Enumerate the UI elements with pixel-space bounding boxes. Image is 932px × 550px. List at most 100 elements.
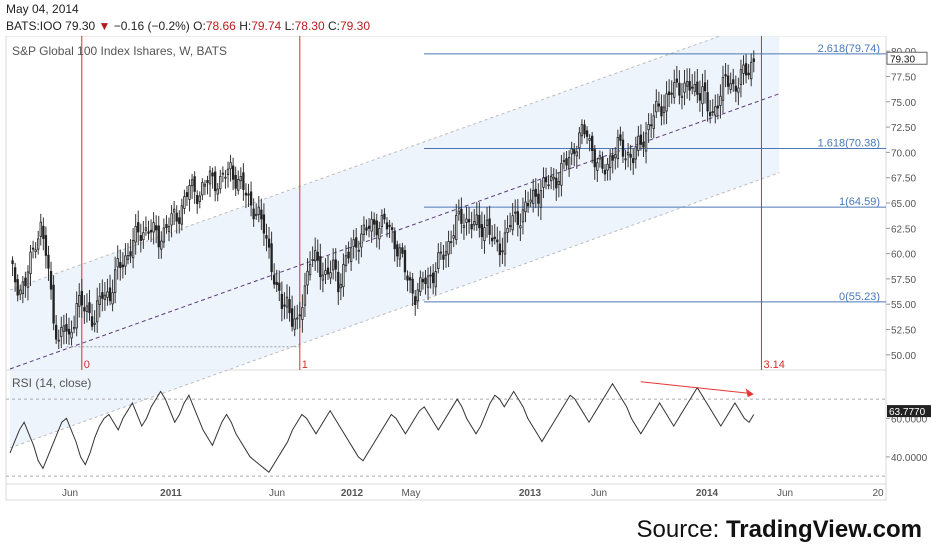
candle-body: [321, 274, 325, 281]
candle-body: [611, 154, 614, 161]
candle-body: [478, 214, 481, 229]
low-label: L:: [284, 19, 295, 33]
low-value: 78.30: [294, 19, 325, 33]
candle-body: [673, 82, 676, 98]
candle-body: [737, 87, 740, 93]
candle-body: [306, 270, 309, 286]
candle-body: [493, 236, 496, 240]
rsi-line: [9, 382, 755, 474]
candle-body: [316, 251, 319, 261]
candle-body: [414, 296, 417, 305]
candle-body: [39, 221, 42, 237]
candle-body: [365, 227, 368, 231]
candle-body: [278, 282, 281, 291]
candle-body: [570, 148, 573, 155]
candle-body: [234, 174, 237, 189]
time-tick-label: 2014: [696, 488, 719, 499]
candle-body: [198, 195, 201, 202]
candle-body: [742, 64, 745, 74]
candle-body: [457, 210, 460, 215]
candle-body: [188, 185, 191, 200]
candle-body: [726, 75, 730, 87]
candle-body: [662, 106, 666, 113]
candle-body: [144, 227, 148, 231]
candle-body: [588, 138, 591, 141]
candle-body: [129, 251, 132, 257]
candle-body: [401, 247, 404, 254]
candle-body: [650, 124, 653, 127]
last-price-label: 79.30: [890, 54, 915, 65]
time-axis-strip: [5, 483, 887, 501]
candle-body: [62, 325, 66, 332]
price-tick-label: 50.00: [891, 351, 916, 362]
candle-body: [393, 231, 396, 250]
price-chart[interactable]: 2.618(79.74) 1.618(70.38) 1(64.59) 0(55.23)…: [0, 36, 932, 506]
candle-body: [206, 180, 209, 184]
candle-body: [411, 278, 414, 294]
candle-body: [211, 172, 214, 177]
candle-body: [437, 252, 440, 269]
price-tick-label: 65.00: [891, 199, 916, 210]
candle-body: [337, 271, 340, 293]
open-label: O:: [193, 19, 206, 33]
candle-body: [90, 316, 94, 327]
price-tick-label: 62.50: [891, 224, 916, 235]
candle-body: [257, 206, 260, 215]
candle-body: [573, 149, 576, 154]
candle-body: [734, 85, 737, 92]
candle-body: [680, 95, 684, 98]
candle-body: [142, 232, 145, 241]
candle-body: [219, 175, 222, 190]
price-tick-label: 55.00: [891, 300, 916, 311]
candle-body: [396, 244, 399, 257]
candle-body: [290, 308, 294, 327]
cycle-label: 1: [302, 359, 308, 371]
divergence-arrow-icon: [745, 388, 754, 398]
candle-body: [711, 111, 714, 113]
open-value: 78.66: [205, 19, 236, 33]
rsi-last-tag: [887, 405, 931, 418]
candle-body: [183, 196, 186, 209]
candle-body: [367, 225, 371, 229]
candle-body: [78, 295, 81, 307]
price-tick-label: 57.50: [891, 275, 916, 286]
candle-body: [98, 295, 101, 305]
candle-body: [747, 72, 750, 76]
candle-body: [344, 255, 348, 267]
candle-body: [729, 83, 732, 90]
candle-body: [716, 105, 720, 109]
candle-body: [339, 284, 343, 289]
candle-body: [460, 208, 463, 224]
candle-body: [201, 182, 204, 196]
candle-body: [614, 154, 617, 159]
candle-body: [373, 219, 376, 225]
candle-body: [196, 195, 199, 204]
candle-body: [285, 296, 289, 308]
candle-body: [503, 232, 507, 255]
candle-body: [639, 134, 643, 145]
candle-body: [308, 263, 312, 276]
time-tick-label: May: [402, 488, 421, 499]
candle-body: [162, 227, 166, 243]
candle-body: [444, 251, 448, 256]
candle-body: [708, 112, 712, 117]
candle-body: [34, 249, 37, 253]
candle-body: [24, 277, 27, 287]
candle-body: [691, 86, 694, 89]
candle-body: [403, 250, 407, 273]
candle-body: [190, 179, 194, 187]
candle-body: [226, 168, 230, 175]
candle-body: [185, 192, 189, 197]
candle-body: [116, 257, 119, 268]
candle-body: [175, 212, 178, 222]
candle-body: [124, 255, 127, 267]
candle-body: [501, 250, 504, 253]
time-tick-label: 2013: [519, 488, 542, 499]
candle-body: [398, 247, 402, 260]
candle-body: [534, 188, 537, 197]
candle-body: [155, 225, 158, 231]
candle-body: [214, 171, 217, 192]
candle-body: [667, 91, 671, 96]
candle-body: [331, 259, 335, 271]
candle-body: [511, 215, 514, 231]
